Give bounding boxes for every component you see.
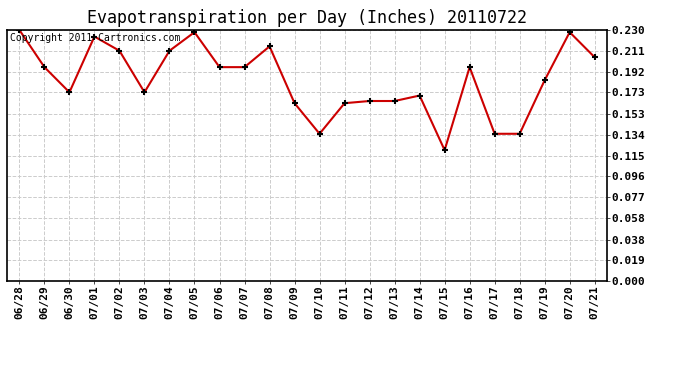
Text: Copyright 2011 Cartronics.com: Copyright 2011 Cartronics.com xyxy=(10,33,180,42)
Title: Evapotranspiration per Day (Inches) 20110722: Evapotranspiration per Day (Inches) 2011… xyxy=(87,9,527,27)
